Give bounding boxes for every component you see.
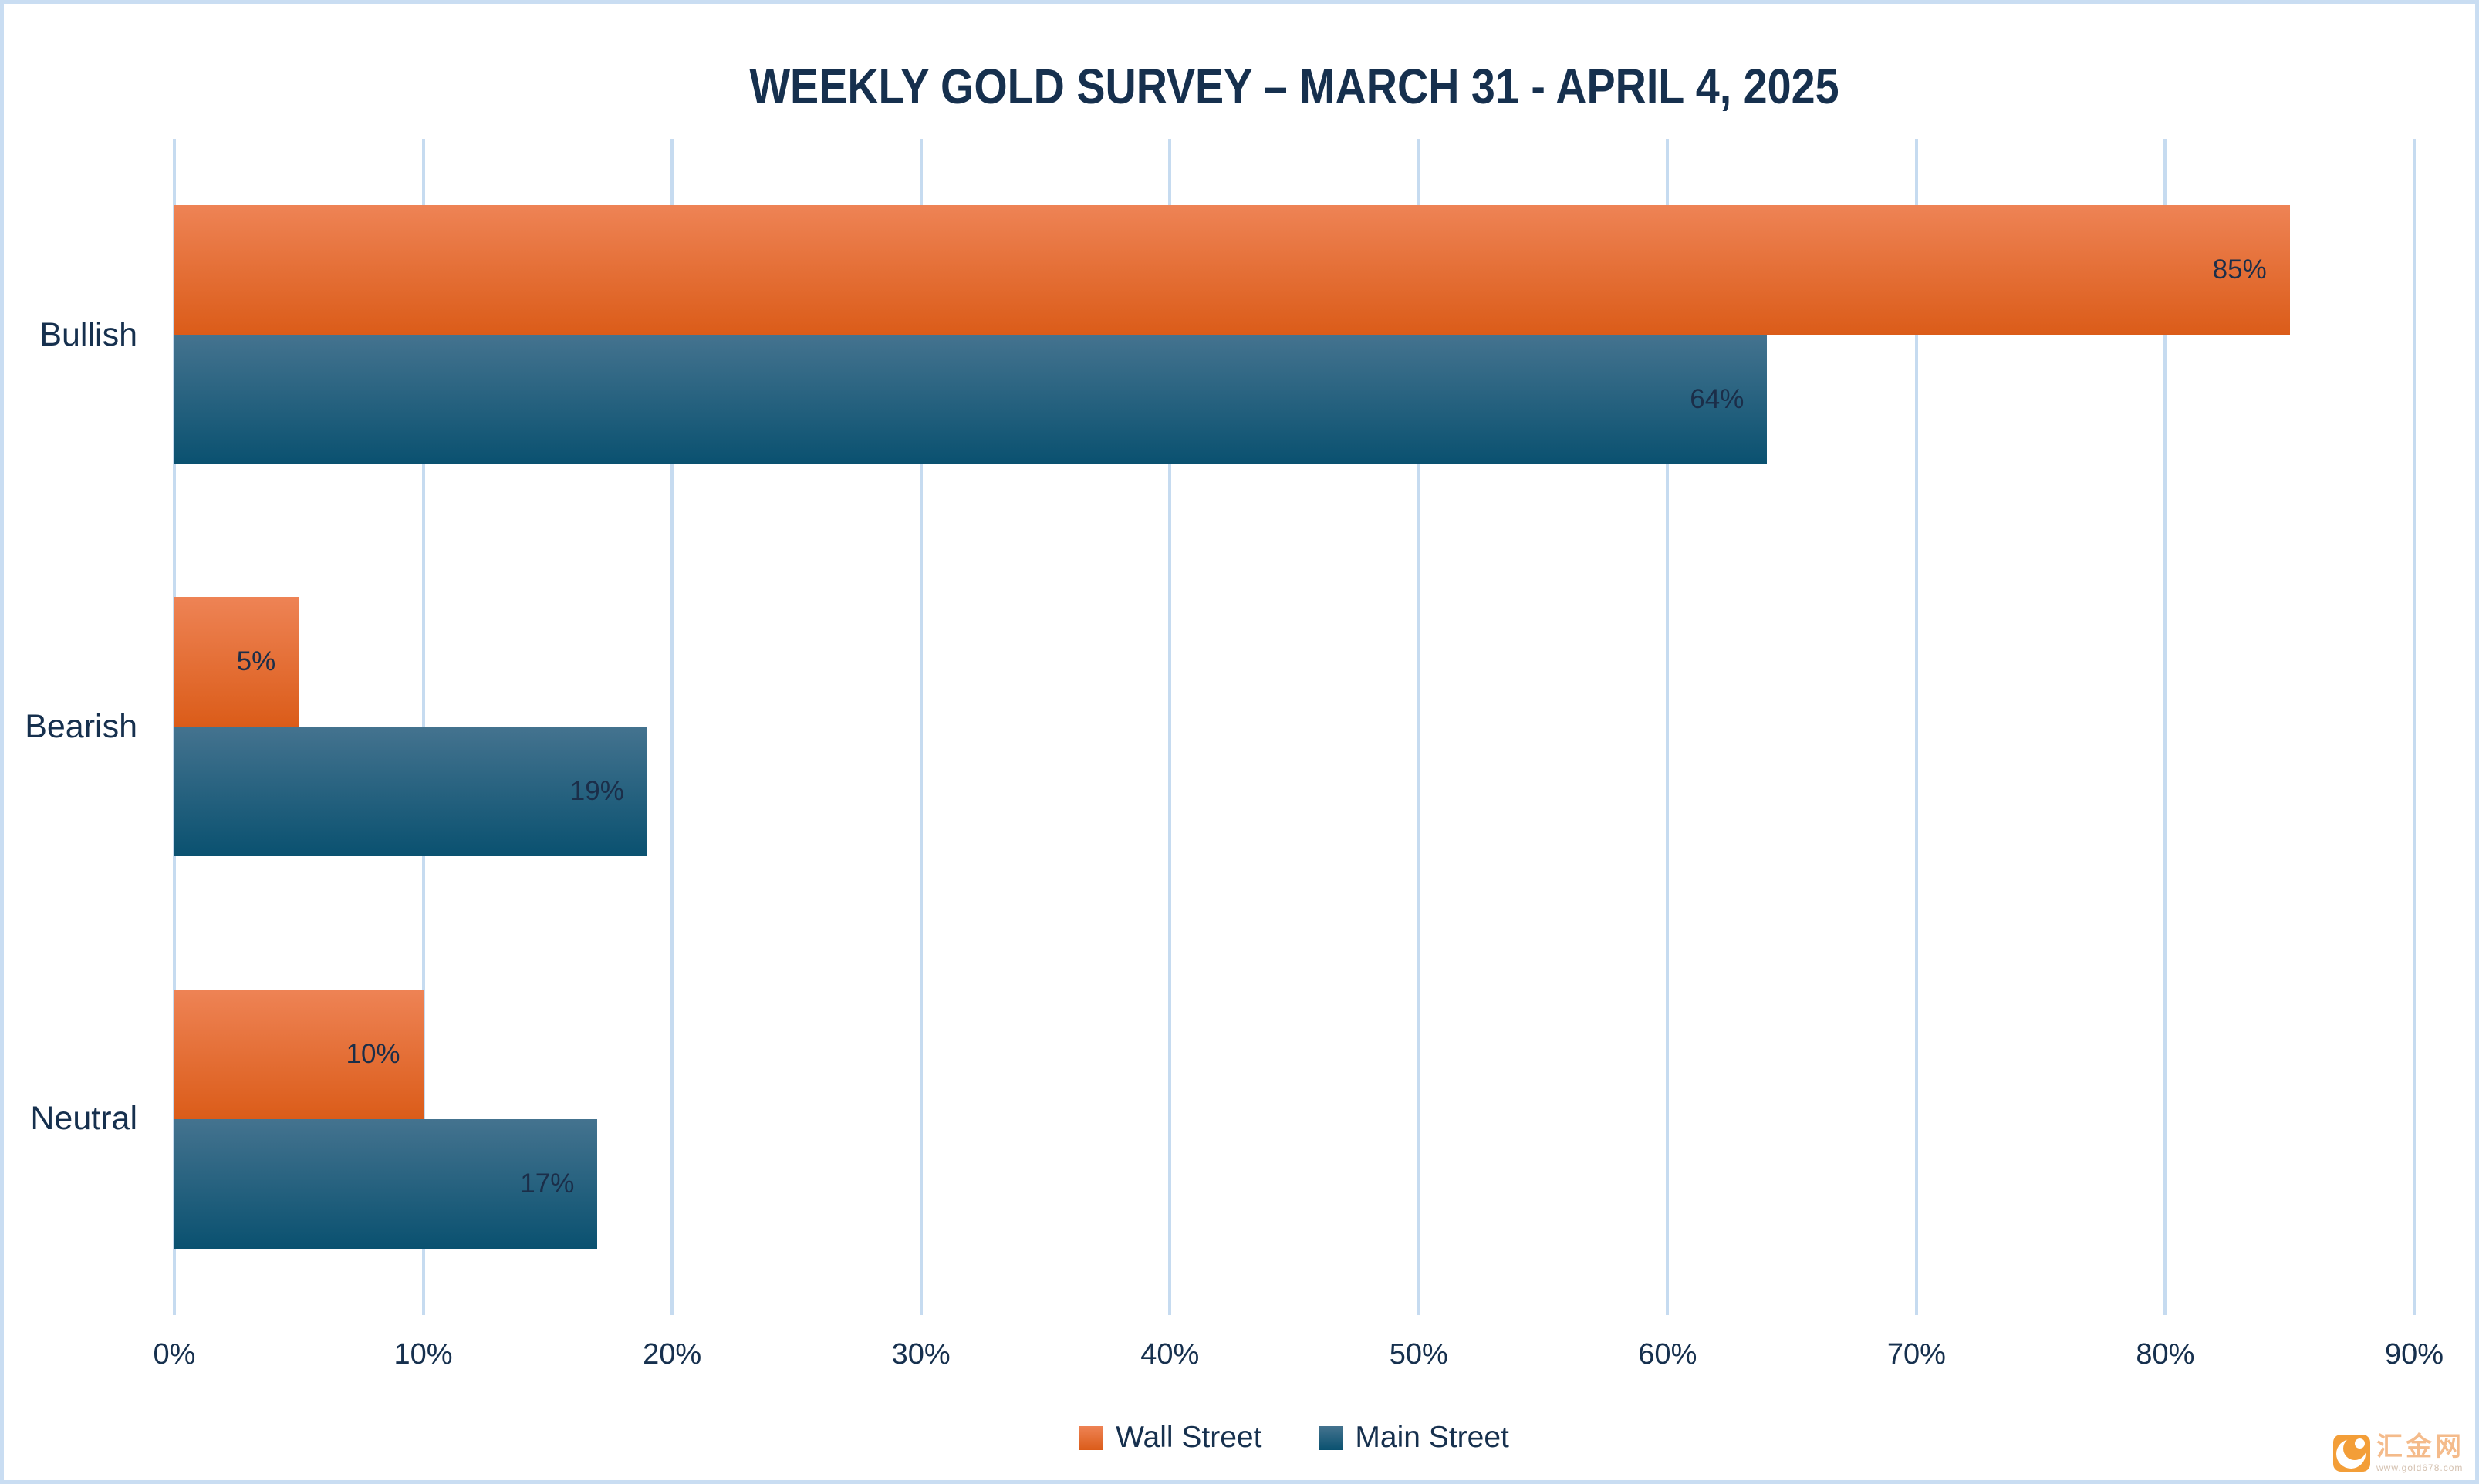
x-tick-label: 70% [1886, 1338, 1946, 1371]
gridline [1417, 139, 1420, 1315]
x-tick-label: 40% [1140, 1338, 1200, 1371]
legend-item-wall-street: Wall Street [1079, 1421, 1261, 1455]
bar-value-label: 64% [1690, 384, 1744, 415]
x-tick-label: 30% [891, 1338, 951, 1371]
category-cell: Neutral [8, 923, 174, 1315]
x-tick-label: 50% [1389, 1338, 1448, 1371]
x-tick-label: 80% [2136, 1338, 2195, 1371]
x-tick-label: 60% [1638, 1338, 1697, 1371]
legend-label: Wall Street [1116, 1421, 1262, 1454]
gridline [2163, 139, 2167, 1315]
bar-value-label: 5% [236, 646, 276, 677]
legend-marker-wall-street [1079, 1425, 1104, 1450]
bar-main-street-bullish: 64% [174, 335, 1768, 465]
bar-group-bullish: 85% 64% [174, 139, 2414, 531]
bar-main-street-bearish: 19% [174, 727, 647, 857]
bar-group-bearish: 5% 19% [174, 531, 2414, 922]
category-label-neutral: Neutral [30, 1100, 137, 1138]
bar-wall-street-neutral: 10% [174, 989, 424, 1119]
chart-title-text: WEEKLY GOLD SURVEY – MARCH 31 - APRIL 4,… [749, 59, 1839, 114]
gridline [1914, 139, 1918, 1315]
legend-item-main-street: Main Street [1319, 1421, 1509, 1455]
gridline [670, 139, 674, 1315]
bar-value-label: 10% [346, 1038, 400, 1069]
gridline [1168, 139, 1172, 1315]
bar-value-label: 17% [520, 1168, 575, 1199]
category-axis: Bullish Bearish Neutral [8, 139, 174, 1315]
watermark-url: www.gold678.com [2376, 1462, 2464, 1473]
bar-wall-street-bearish: 5% [174, 597, 299, 727]
bars-layer: 85% 64% 5% 19% 10% 17% [174, 139, 2414, 1315]
gridline [1666, 139, 1670, 1315]
category-label-bearish: Bearish [25, 707, 137, 745]
category-cell: Bearish [8, 531, 174, 922]
gridline [2413, 139, 2416, 1315]
legend-label: Main Street [1355, 1421, 1509, 1454]
watermark: 汇金网 www.gold678.com [2333, 1434, 2464, 1472]
category-label-bullish: Bullish [39, 315, 137, 353]
x-axis: 0% 10% 20% 30% 40% 50% 60% 70% 80% 90% [154, 1324, 2444, 1386]
category-cell: Bullish [8, 139, 174, 531]
x-tick-label: 0% [153, 1338, 196, 1371]
bar-group-neutral: 10% 17% [174, 923, 2414, 1315]
bar-wall-street-bullish: 85% [174, 205, 2290, 336]
chart-title: WEEKLY GOLD SURVEY – MARCH 31 - APRIL 4,… [174, 52, 2414, 121]
bar-value-label: 19% [569, 776, 624, 807]
plot-area: 85% 64% 5% 19% 10% 17% [173, 139, 2416, 1315]
x-tick-label: 10% [393, 1338, 453, 1371]
legend-marker-main-street [1319, 1425, 1343, 1450]
watermark-logo-icon [2333, 1435, 2370, 1472]
watermark-brand: 汇金网 [2376, 1432, 2464, 1462]
x-tick-label: 20% [643, 1338, 702, 1371]
bar-value-label: 85% [2212, 255, 2267, 285]
legend: Wall Street Main Street [174, 1411, 2414, 1465]
bar-main-street-neutral: 17% [174, 1118, 598, 1249]
x-tick-label: 90% [2384, 1338, 2444, 1371]
gridline [919, 139, 923, 1315]
